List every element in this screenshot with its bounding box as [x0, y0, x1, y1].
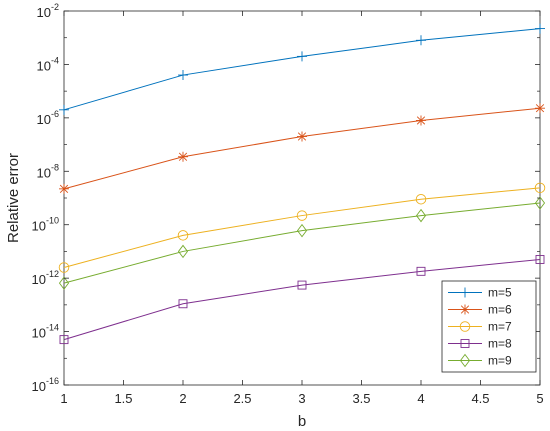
legend-label: m=5 [488, 286, 512, 300]
square-shape [460, 339, 470, 348]
diamond-shape [459, 353, 471, 368]
data-point [178, 299, 188, 309]
y-tick-label: 10-10 [32, 216, 59, 234]
square-shape [535, 255, 545, 264]
data-point [296, 223, 308, 238]
diamond-shape [415, 208, 427, 223]
y-tick-label: 10-12 [32, 269, 59, 287]
x-tick-label: 2 [179, 391, 186, 406]
series-m-7 [58, 182, 546, 273]
ast-d2 [460, 305, 470, 314]
square-shape [59, 335, 69, 345]
data-point [177, 230, 189, 241]
data-point [296, 210, 308, 221]
legend-item: m=7 [448, 320, 512, 334]
y-tick-label: 10-8 [37, 162, 59, 180]
x-tick-label: 3.5 [352, 391, 370, 406]
x-tick-label: 4.5 [471, 391, 489, 406]
diamond-shape [534, 196, 546, 210]
y-tick-label: 10-2 [37, 2, 59, 20]
legend-marker [460, 287, 470, 298]
data-point [415, 193, 427, 205]
legend-item: m=6 [448, 303, 512, 317]
ast-d2 [59, 184, 69, 193]
x-tick-label: 5 [536, 391, 543, 406]
legend: m=5 m=6 m=7 m=8 m=9 [441, 280, 537, 373]
circle-shape [177, 230, 189, 241]
y-tick-label: 10-16 [32, 376, 59, 394]
series-layer [58, 23, 546, 345]
x-tick-label: 2.5 [233, 391, 251, 406]
y-tick-label: 10-6 [37, 109, 59, 127]
diamond-shape [296, 223, 308, 238]
series-line [63, 202, 541, 284]
data-point [297, 280, 307, 290]
legend-label: m=8 [488, 337, 512, 351]
legend-item: m=9 [448, 354, 512, 368]
legend-label: m=6 [488, 303, 512, 317]
legend-marker [459, 353, 471, 368]
circle-shape [58, 262, 70, 273]
series-line [63, 187, 541, 268]
y-axis-label: Relative error [5, 153, 22, 243]
legend-item: m=8 [448, 337, 512, 351]
x-tick-label: 1.5 [114, 391, 132, 406]
diamond-shape [177, 244, 189, 259]
circle-shape [296, 210, 308, 221]
ast-d2 [535, 104, 545, 113]
diamond-shape [58, 276, 70, 290]
data-point [416, 115, 426, 126]
data-point [59, 104, 69, 115]
series-m-5 [59, 23, 545, 115]
series-line [63, 258, 541, 341]
legend-marker [459, 321, 471, 332]
data-point [58, 262, 70, 273]
series-m-9 [58, 196, 546, 290]
data-point [534, 196, 546, 210]
legend-item: m=5 [448, 286, 512, 300]
ast-d2 [178, 152, 188, 161]
data-point [297, 51, 307, 62]
data-point [535, 103, 545, 114]
x-axis-label: b [298, 413, 306, 430]
legend-label: m=9 [488, 354, 512, 368]
square-shape [178, 299, 188, 309]
x-tick-label: 4 [417, 391, 424, 406]
data-point [416, 266, 426, 276]
data-point [535, 255, 545, 264]
data-point [59, 335, 69, 345]
ast-d2 [416, 116, 426, 125]
legend-marker [460, 304, 470, 315]
ast-d2 [297, 132, 307, 141]
axes-layer: 1 1.5 2 2.5 3 3.5 4 4.5 5 10-16 10-14 10-12 10-10 10-… [32, 2, 544, 406]
data-point [535, 23, 545, 34]
circle-shape [459, 321, 471, 332]
series-m-6 [59, 103, 545, 194]
x-tick-label: 1 [60, 391, 67, 406]
data-point [59, 183, 69, 194]
square-shape [297, 280, 307, 290]
data-point [177, 244, 189, 259]
data-point [58, 276, 70, 290]
y-tick-label: 10-14 [32, 323, 59, 341]
data-point [416, 35, 426, 46]
circle-shape [415, 193, 427, 205]
data-point [534, 182, 546, 194]
legend-marker [460, 339, 470, 348]
data-point [297, 131, 307, 142]
series-m-8 [59, 255, 545, 345]
x-tick-label: 3 [298, 391, 305, 406]
data-point [415, 208, 427, 223]
square-shape [416, 266, 426, 276]
data-point [178, 70, 188, 81]
data-point [178, 151, 188, 162]
legend-label: m=7 [488, 320, 512, 334]
y-tick-label: 10-4 [37, 55, 59, 73]
circle-shape [534, 182, 546, 194]
